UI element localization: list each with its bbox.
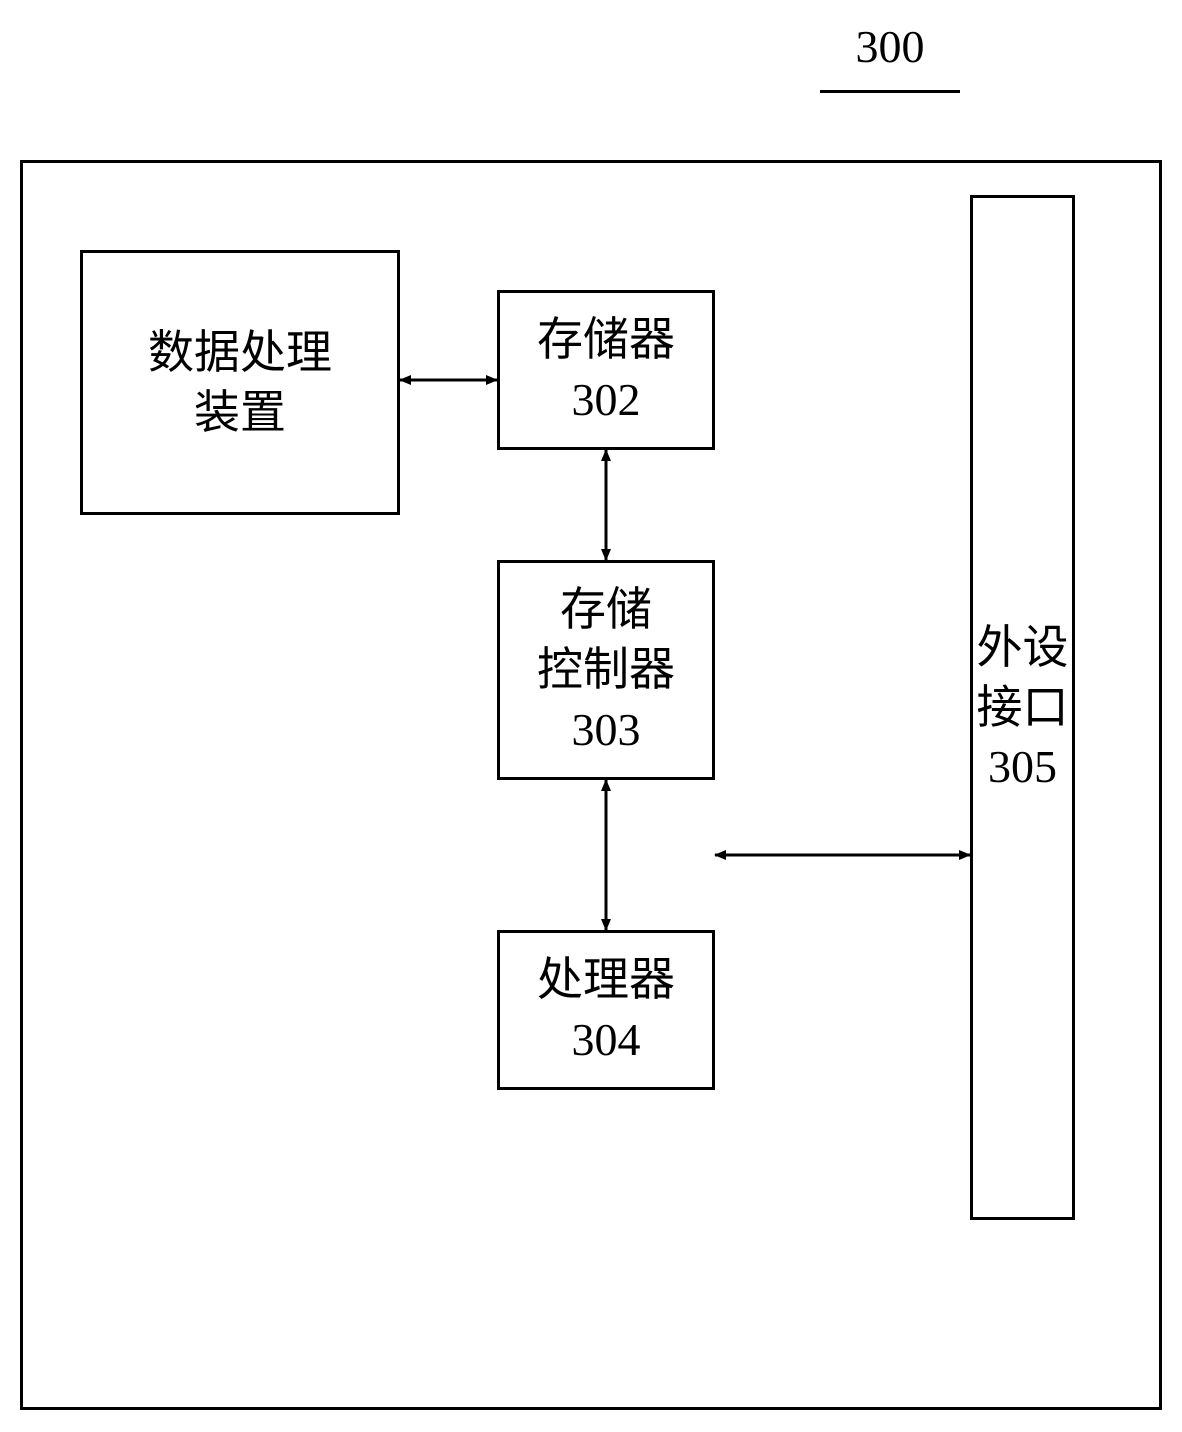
connector-svg — [0, 0, 1182, 1432]
